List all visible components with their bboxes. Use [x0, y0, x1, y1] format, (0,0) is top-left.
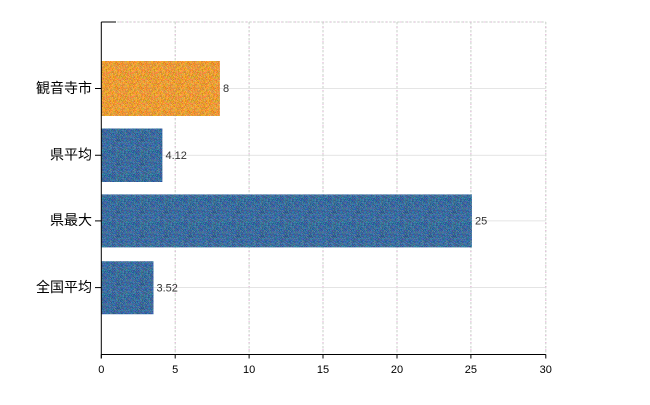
svg-text:25: 25	[475, 216, 487, 228]
svg-text:30: 30	[540, 364, 552, 376]
svg-text:20: 20	[391, 364, 403, 376]
svg-text:観音寺市: 観音寺市	[36, 80, 92, 96]
svg-text:4.12: 4.12	[166, 150, 187, 162]
svg-text:0: 0	[98, 364, 104, 376]
svg-text:3.52: 3.52	[157, 282, 178, 294]
svg-text:県最大: 県最大	[50, 212, 92, 228]
svg-text:8: 8	[223, 83, 229, 95]
svg-text:5: 5	[172, 364, 178, 376]
svg-text:25: 25	[465, 364, 477, 376]
svg-text:10: 10	[243, 364, 255, 376]
svg-text:15: 15	[317, 364, 329, 376]
svg-text:全国平均: 全国平均	[36, 279, 92, 295]
svg-text:県平均: 県平均	[50, 147, 92, 163]
